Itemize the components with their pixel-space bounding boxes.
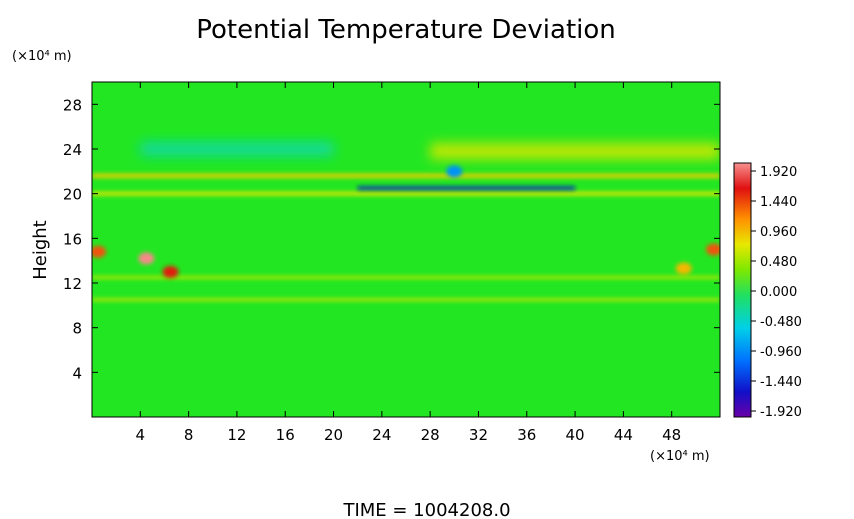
colorbar: 1.920 1.440 0.960 0.480 0.000 -0.480 -0.960 -1.… [733,162,802,420]
time-footer: TIME = 1004208.0 [342,500,510,519]
x-tick-label: 20 [324,426,343,444]
y-tick-label: 20 [63,186,82,204]
heatmap-features [92,142,720,302]
colorbar-label: -0.960 [760,345,802,360]
x-tick-label: 28 [421,426,440,444]
heatmap-band [140,142,334,156]
heatmap-blob [162,265,179,278]
x-tick-label: 12 [227,426,246,444]
heatmap-band [357,186,576,190]
plot-frame [91,81,721,418]
colorbar-label: 0.000 [760,285,797,300]
heatmap-blob [675,262,692,275]
colorbar-label: -0.480 [760,315,802,330]
heatmap-blob [446,165,463,178]
y-tick-label: 28 [63,96,82,114]
y-unit-label: (×10⁴ m) [12,49,72,64]
x-unit-label: (×10⁴ m) [650,449,710,464]
colorbar-label: 0.480 [760,255,797,270]
heatmap-band [92,173,720,179]
x-tick-label: 44 [614,426,633,444]
x-tick-label: 32 [469,426,488,444]
colorbar-label: 0.960 [760,225,797,240]
heatmap-band [92,298,720,302]
colorbar-labels: 1.920 1.440 0.960 0.480 0.000 -0.480 -0.960 -1.… [751,165,802,420]
x-tick-label: 36 [517,426,536,444]
x-tick-label: 40 [566,426,585,444]
colorbar-label: 1.440 [760,195,797,210]
heatmap-band [92,191,720,196]
y-tick-label: 4 [72,364,82,382]
y-axis-title: Height [30,220,51,280]
colorbar-label: 1.920 [760,165,797,180]
heatmap-blob [138,252,155,265]
x-tick-label: 48 [662,426,681,444]
heatmap-band [430,143,720,160]
plot-background [92,82,720,417]
x-tick-label: 16 [276,426,295,444]
colorbar-label: -1.920 [760,405,802,420]
heatmap-band [92,275,720,280]
heatmap-blob [92,245,107,258]
x-tick-label: 8 [184,426,194,444]
y-axis: 4 8 12 16 20 24 28 [63,96,720,382]
x-tick-label: 24 [372,426,391,444]
y-tick-label: 12 [63,275,82,293]
x-axis: 4 8 12 16 20 24 28 32 36 40 44 48 [136,82,681,444]
y-tick-label: 24 [63,141,82,159]
chart-title: Potential Temperature Deviation [196,15,616,45]
plot-area [91,81,721,418]
y-tick-label: 8 [72,320,82,338]
colorbar-gradient [733,162,752,418]
y-tick-label: 16 [63,230,82,248]
x-tick-label: 4 [136,426,146,444]
heatmap-blob [705,243,720,256]
colorbar-label: -1.440 [760,375,802,390]
